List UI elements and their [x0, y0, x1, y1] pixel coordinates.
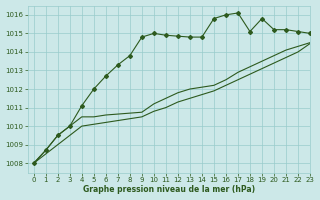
X-axis label: Graphe pression niveau de la mer (hPa): Graphe pression niveau de la mer (hPa)	[83, 185, 255, 194]
